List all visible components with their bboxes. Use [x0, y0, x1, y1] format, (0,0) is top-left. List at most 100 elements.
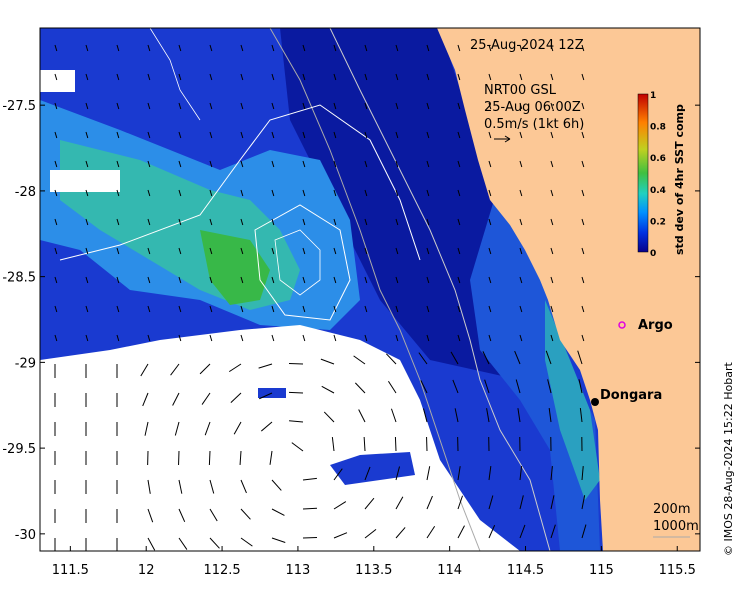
colorbar-tick-label: 0.4 — [650, 186, 666, 196]
current-vector — [364, 497, 375, 510]
current-vector — [178, 102, 182, 110]
current-vector — [488, 247, 492, 255]
current-vector — [147, 537, 156, 551]
colorbar-ticks: 1 0.8 0.6 0.4 0.2 0 — [650, 91, 666, 259]
current-vector — [519, 334, 523, 342]
current-vector — [364, 73, 368, 81]
current-vector — [271, 537, 286, 543]
current-vector — [240, 305, 244, 313]
argo-label: Argo — [638, 318, 673, 333]
current-vector — [54, 44, 58, 52]
current-vector — [488, 189, 492, 197]
current-vector — [302, 189, 306, 197]
current-vectors — [54, 44, 587, 551]
current-vector — [333, 44, 337, 52]
current-vector — [395, 44, 399, 52]
current-vector — [147, 508, 154, 523]
current-vector — [364, 528, 377, 539]
current-vector — [116, 334, 120, 342]
current-vector — [302, 131, 306, 139]
current-vector — [519, 305, 523, 313]
current-vector — [271, 131, 275, 139]
current-vector — [178, 508, 186, 522]
current-vector — [147, 334, 151, 342]
current-vector — [240, 276, 244, 284]
current-vector — [395, 247, 399, 255]
current-vector — [271, 479, 282, 491]
current-vector — [395, 189, 399, 197]
current-vector — [147, 479, 151, 494]
current-vector — [386, 353, 397, 365]
current-vector — [240, 44, 244, 52]
current-vector — [457, 131, 461, 139]
current-vector — [240, 160, 244, 168]
current-vector — [271, 189, 275, 197]
current-vector — [482, 351, 490, 365]
colorbar-tick-label: 0.6 — [650, 154, 666, 164]
colorbar-tick-label: 0 — [650, 249, 656, 259]
current-vector — [178, 305, 182, 313]
current-vector — [333, 532, 348, 539]
current-vector — [457, 44, 461, 52]
current-vector — [488, 44, 492, 52]
current-vector — [550, 44, 554, 52]
current-vector — [54, 102, 58, 110]
current-vector — [271, 73, 275, 81]
current-vector — [178, 276, 182, 284]
current-vector — [550, 131, 554, 139]
current-vector — [147, 189, 151, 197]
current-vector — [178, 189, 182, 197]
scale-arrow-icon — [494, 135, 511, 143]
current-vector — [457, 247, 461, 255]
current-vector — [240, 73, 244, 81]
current-vector — [209, 508, 218, 522]
current-vector — [550, 524, 556, 539]
current-vector — [519, 466, 523, 481]
eddy-green — [200, 230, 270, 305]
current-vector — [426, 218, 430, 226]
current-vector — [364, 466, 371, 481]
current-vector — [333, 468, 343, 481]
current-vector — [178, 537, 188, 550]
current-vector — [208, 450, 211, 466]
current-vector — [147, 73, 151, 81]
x-tick-label: 111.5 — [52, 563, 89, 578]
current-vector — [488, 495, 494, 510]
current-vector — [116, 44, 120, 52]
current-vector — [259, 392, 273, 400]
current-vector — [170, 363, 180, 376]
current-vector — [395, 276, 399, 284]
x-tick-label: 115 — [589, 563, 614, 578]
current-vector — [174, 421, 180, 436]
current-vector — [426, 305, 430, 313]
current-vector — [550, 495, 555, 510]
current-vector — [426, 102, 430, 110]
current-vector — [54, 189, 58, 197]
current-vector — [230, 392, 242, 404]
current-vector — [488, 276, 492, 284]
current-vector — [515, 379, 521, 394]
current-vector — [364, 247, 368, 255]
current-vector — [302, 507, 318, 510]
current-vector — [488, 160, 492, 168]
current-vector — [147, 305, 151, 313]
current-vector — [519, 73, 523, 81]
current-vector — [333, 334, 337, 342]
current-vector — [353, 355, 366, 365]
current-vector — [457, 525, 465, 539]
x-tick-label: 114 — [437, 563, 462, 578]
current-vector — [147, 131, 151, 139]
current-vector — [240, 102, 244, 110]
current-vector — [548, 408, 552, 423]
current-vector — [519, 524, 526, 539]
current-vector — [519, 44, 523, 52]
x-tick-label: 112.5 — [203, 563, 240, 578]
current-vector — [172, 392, 180, 406]
current-vector — [486, 408, 490, 423]
current-vector — [271, 218, 275, 226]
current-vector — [395, 102, 399, 110]
current-vector — [85, 102, 89, 110]
current-vector — [240, 537, 253, 547]
current-vector — [116, 218, 120, 226]
